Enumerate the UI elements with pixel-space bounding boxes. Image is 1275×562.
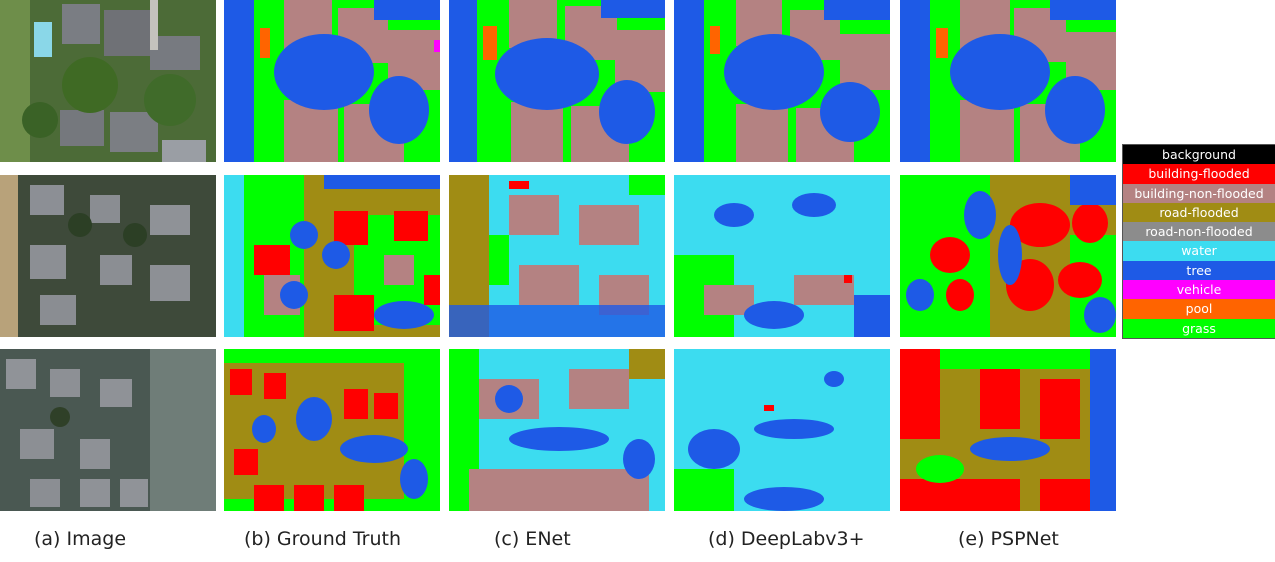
pspnet-mask-row-2 <box>900 175 1116 337</box>
enet-mask-row-3 <box>449 349 665 511</box>
caption-enet: (c) ENet <box>494 528 571 550</box>
aerial-image-row-1 <box>0 0 216 162</box>
legend-item-tree: tree <box>1123 260 1275 281</box>
legend-item-background: background <box>1123 145 1275 165</box>
legend-item-road-flooded: road-flooded <box>1123 202 1275 223</box>
ground-truth-mask-row-3 <box>224 349 440 511</box>
aerial-image-row-2 <box>0 175 216 337</box>
caption-ground-truth: (b) Ground Truth <box>244 528 402 550</box>
legend-item-building-flooded: building-flooded <box>1123 164 1275 184</box>
ground-truth-mask-row-1 <box>224 0 440 162</box>
caption-pspnet: (e) PSPNet <box>958 528 1059 550</box>
aerial-image-row-3 <box>0 349 216 511</box>
pspnet-mask-row-3 <box>900 349 1116 511</box>
caption-image: (a) Image <box>34 528 127 550</box>
deeplab-mask-row-2 <box>674 175 890 337</box>
class-legend: background building-flooded building-non… <box>1122 144 1275 339</box>
caption-deeplab: (d) DeepLabv3+ <box>708 528 865 550</box>
legend-item-road-non-flooded: road-non-flooded <box>1123 222 1275 242</box>
ground-truth-mask-row-2 <box>224 175 440 337</box>
legend-item-grass: grass <box>1123 318 1275 338</box>
legend-item-water: water <box>1123 241 1275 261</box>
deeplab-mask-row-1 <box>674 0 890 162</box>
legend-item-vehicle: vehicle <box>1123 280 1275 300</box>
legend-item-building-non-flooded: building-non-flooded <box>1123 183 1275 203</box>
enet-mask-row-2 <box>449 175 665 337</box>
enet-mask-row-1 <box>449 0 665 162</box>
deeplab-mask-row-3 <box>674 349 890 511</box>
legend-item-pool: pool <box>1123 299 1275 319</box>
pspnet-mask-row-1 <box>900 0 1116 162</box>
